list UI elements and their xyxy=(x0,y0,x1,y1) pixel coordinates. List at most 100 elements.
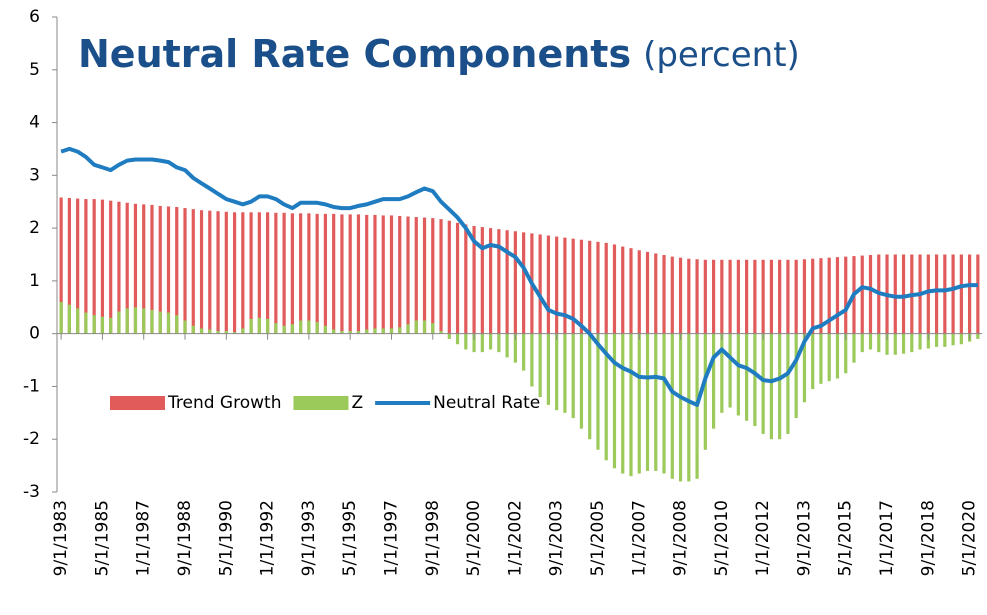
bar xyxy=(621,246,625,334)
x-tick-label: 5/1/2020 xyxy=(960,500,980,576)
bar xyxy=(827,257,831,334)
bar xyxy=(142,204,146,334)
x-tick-label: 9/1/2008 xyxy=(671,500,691,576)
bar xyxy=(893,254,897,334)
bar xyxy=(356,331,361,334)
bar xyxy=(381,328,385,334)
bar xyxy=(323,213,328,334)
bar xyxy=(546,333,551,405)
bar xyxy=(257,317,261,334)
y-tick-label: -2 xyxy=(23,429,40,449)
bar xyxy=(778,333,782,440)
bar xyxy=(629,248,633,334)
bar xyxy=(910,333,914,353)
bar xyxy=(926,254,930,334)
x-tick-label: 5/1/1985 xyxy=(92,500,112,576)
bar xyxy=(109,200,113,334)
bar xyxy=(976,254,980,334)
bar xyxy=(720,333,724,413)
bar xyxy=(654,333,658,471)
bar xyxy=(885,333,889,355)
bar xyxy=(753,259,757,334)
bar xyxy=(282,212,286,334)
bar xyxy=(266,212,270,334)
bar xyxy=(604,333,608,461)
bar xyxy=(811,333,815,390)
bar xyxy=(191,209,195,334)
bar xyxy=(901,254,906,334)
bar xyxy=(786,333,790,434)
bar xyxy=(819,258,823,334)
bar xyxy=(142,308,146,334)
bar xyxy=(365,214,369,334)
bar xyxy=(348,331,352,334)
bar xyxy=(745,259,749,334)
bar xyxy=(538,234,542,334)
bar xyxy=(819,333,823,384)
bar xyxy=(596,241,600,334)
bar xyxy=(166,206,171,334)
bar xyxy=(901,333,906,354)
y-tick-label: -1 xyxy=(23,376,40,396)
bar xyxy=(488,333,493,350)
bar xyxy=(274,323,278,334)
bar xyxy=(133,203,138,334)
bar xyxy=(175,315,179,334)
bar xyxy=(447,220,451,334)
bar xyxy=(868,255,873,334)
bar xyxy=(860,255,864,334)
bar xyxy=(497,333,501,353)
bar xyxy=(340,214,344,334)
bar xyxy=(208,210,212,334)
bar xyxy=(513,333,517,363)
bar xyxy=(662,255,666,334)
bar xyxy=(563,237,567,334)
bar xyxy=(662,333,666,474)
bar xyxy=(183,208,187,334)
bar xyxy=(307,213,311,334)
bar xyxy=(835,333,840,379)
bar xyxy=(92,199,96,334)
bar xyxy=(794,259,798,334)
legend-swatch xyxy=(293,396,349,410)
bar xyxy=(290,324,294,334)
bar xyxy=(150,204,154,334)
bar xyxy=(769,333,773,440)
bar xyxy=(695,259,699,334)
bar xyxy=(530,333,534,387)
bar xyxy=(934,254,939,334)
bar xyxy=(563,333,567,413)
bar xyxy=(480,333,484,353)
bar xyxy=(968,254,972,334)
bar xyxy=(588,333,592,440)
bar xyxy=(538,333,542,397)
bar xyxy=(125,202,129,334)
x-tick-label: 1/1/2017 xyxy=(877,500,897,576)
y-tick-label: 1 xyxy=(29,271,40,291)
bar xyxy=(951,254,955,334)
x-tick-label: 5/1/2005 xyxy=(588,500,608,576)
bar xyxy=(604,242,608,334)
bar xyxy=(299,213,303,334)
bar xyxy=(266,318,270,334)
bar xyxy=(398,215,402,334)
bar xyxy=(505,333,509,358)
bar xyxy=(373,328,377,334)
bar xyxy=(579,239,584,334)
y-tick-label: 5 xyxy=(29,60,40,80)
bar xyxy=(827,333,831,382)
bar xyxy=(835,257,840,334)
y-tick-label: -3 xyxy=(23,482,40,502)
bar xyxy=(645,251,650,334)
bar xyxy=(811,258,815,334)
bar xyxy=(844,333,848,374)
bar xyxy=(340,331,344,334)
bar xyxy=(307,320,311,334)
x-tick-label: 9/1/2018 xyxy=(918,500,938,576)
bar xyxy=(100,199,105,334)
bar xyxy=(117,311,121,334)
bar xyxy=(654,253,658,334)
bar xyxy=(439,331,443,334)
